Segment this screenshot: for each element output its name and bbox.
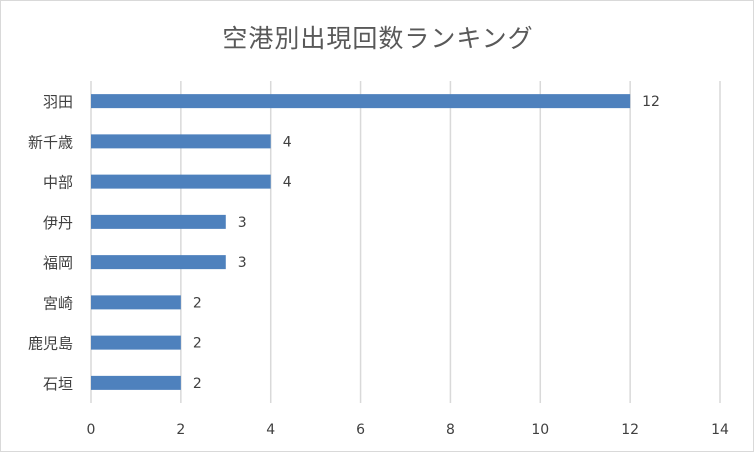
data-label: 2 [193,336,202,352]
bars [91,94,631,390]
category-label: 宮崎 [43,294,73,312]
bar [91,214,226,229]
data-label: 4 [283,175,292,191]
bar [91,335,181,350]
category-label: 新千歳 [28,133,73,151]
x-tick-labels: 0 2 4 6 8 10 12 14 [87,422,729,438]
category-label: 福岡 [43,254,73,272]
bar [91,375,181,390]
bar [91,134,271,149]
x-tick-label: 4 [266,422,275,438]
chart-title: 空港別出現回数ランキング [222,24,534,53]
data-label: 4 [283,134,292,150]
category-label: 石垣 [43,375,73,393]
bar [91,94,631,109]
x-tick-label: 8 [446,422,455,438]
data-label: 2 [193,376,202,392]
bar [91,295,181,310]
data-label: 12 [642,94,660,110]
category-label: 羽田 [43,93,73,111]
data-label: 3 [238,255,247,271]
x-tick-label: 14 [711,422,729,438]
x-tick-label: 0 [87,422,96,438]
data-labels: 12 4 4 3 3 2 2 2 [193,94,660,392]
bar [91,174,271,189]
category-label: 伊丹 [43,214,73,232]
x-tick-label: 12 [621,422,639,438]
grid-lines [90,81,721,403]
x-tick-label: 2 [176,422,185,438]
x-tick-label: 10 [531,422,549,438]
data-label: 2 [193,295,202,311]
category-label: 中部 [43,174,73,192]
data-label: 3 [238,215,247,231]
x-tick-label: 6 [356,422,365,438]
category-label: 鹿児島 [28,335,73,353]
bar [91,255,226,270]
